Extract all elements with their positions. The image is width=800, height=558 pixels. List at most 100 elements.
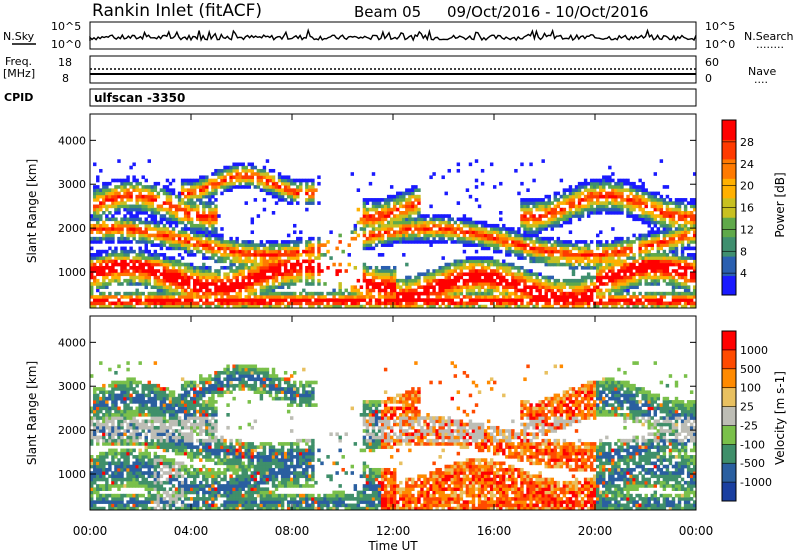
heatmap-cell bbox=[514, 295, 518, 299]
heatmap-cell bbox=[559, 249, 564, 254]
heatmap-cell bbox=[589, 278, 594, 283]
heatmap-cell bbox=[126, 253, 130, 257]
heatmap-cell bbox=[196, 301, 200, 306]
heatmap-cell bbox=[138, 181, 142, 186]
heatmap-cell bbox=[583, 181, 588, 186]
heatmap-cell bbox=[692, 301, 697, 306]
heatmap-cell bbox=[102, 272, 106, 277]
heatmap-cell bbox=[362, 295, 367, 299]
heatmap-cell bbox=[662, 185, 667, 189]
heatmap-cell bbox=[253, 165, 258, 170]
heatmap-cell bbox=[617, 291, 621, 296]
heatmap-cell bbox=[229, 185, 233, 189]
heatmap-cell bbox=[299, 230, 303, 235]
heatmap-cell bbox=[235, 175, 239, 180]
heatmap-cell bbox=[274, 278, 279, 283]
heatmap-cell bbox=[377, 298, 382, 302]
heatmap-cell bbox=[477, 278, 482, 283]
heatmap-cell bbox=[459, 272, 464, 277]
heatmap-cell bbox=[223, 272, 227, 277]
heatmap-cell bbox=[656, 198, 661, 202]
heatmap-cell bbox=[223, 259, 227, 264]
heatmap-cell bbox=[193, 185, 197, 189]
heatmap-cell bbox=[650, 298, 654, 302]
heatmap-cell bbox=[520, 217, 524, 222]
heatmap-cell bbox=[556, 243, 561, 247]
heatmap-cell bbox=[132, 256, 136, 260]
heatmap-cell bbox=[362, 230, 367, 235]
heatmap-cell bbox=[174, 275, 179, 280]
heatmap-cell bbox=[144, 204, 148, 209]
heatmap-cell bbox=[135, 194, 139, 199]
heatmap-cell bbox=[420, 240, 424, 244]
heatmap-cell bbox=[674, 272, 679, 277]
heatmap-cell bbox=[635, 285, 639, 289]
heatmap-cell bbox=[126, 262, 130, 267]
colorbar-tick-label: 8 bbox=[740, 245, 747, 258]
heatmap-cell bbox=[147, 220, 151, 225]
heatmap-cell bbox=[677, 211, 682, 215]
heatmap-cell bbox=[117, 253, 121, 257]
heatmap-cell bbox=[217, 301, 221, 306]
heatmap-cell bbox=[496, 295, 500, 299]
heatmap-cell bbox=[232, 168, 236, 173]
heatmap-cell bbox=[93, 278, 97, 283]
heatmap-cell bbox=[377, 285, 382, 289]
heatmap-cell bbox=[205, 230, 209, 235]
heatmap-cell bbox=[562, 282, 567, 286]
heatmap-cell bbox=[662, 262, 667, 267]
heatmap-cell bbox=[126, 233, 130, 238]
heatmap-cell bbox=[120, 253, 124, 257]
heatmap-cell bbox=[156, 227, 161, 231]
heatmap-cell bbox=[147, 223, 151, 228]
heatmap-cell bbox=[447, 301, 451, 306]
heatmap-cell bbox=[229, 253, 233, 257]
heatmap-cell bbox=[432, 220, 436, 225]
heatmap-cell bbox=[423, 291, 427, 296]
heatmap-cell bbox=[577, 207, 582, 212]
heatmap-cell bbox=[286, 272, 291, 277]
nave-dots: .... bbox=[754, 73, 768, 86]
heatmap-cell bbox=[102, 211, 106, 215]
heatmap-cell bbox=[405, 211, 409, 215]
heatmap-cell bbox=[511, 282, 515, 286]
heatmap-cell bbox=[538, 259, 542, 264]
heatmap-cell bbox=[162, 236, 167, 241]
heatmap-cell bbox=[599, 295, 603, 299]
heatmap-cell bbox=[308, 178, 312, 183]
heatmap-cell bbox=[517, 253, 521, 257]
heatmap-cell bbox=[402, 204, 406, 209]
heatmap-cell bbox=[529, 223, 533, 228]
heatmap-cell bbox=[183, 301, 188, 306]
heatmap-cell bbox=[165, 220, 170, 225]
heatmap-cell bbox=[168, 230, 173, 235]
heatmap-cell bbox=[250, 181, 255, 186]
heatmap-cell bbox=[296, 253, 300, 257]
heatmap-cell bbox=[289, 201, 294, 205]
heatmap-cell bbox=[692, 246, 697, 251]
heatmap-cell bbox=[371, 282, 376, 286]
heatmap-cell bbox=[396, 223, 400, 228]
heatmap-cell bbox=[556, 236, 561, 241]
heatmap-cell bbox=[299, 278, 303, 283]
heatmap-cell bbox=[105, 442, 109, 446]
heatmap-cell bbox=[359, 304, 364, 309]
heatmap-cell bbox=[620, 194, 624, 199]
heatmap-cell bbox=[289, 253, 294, 257]
heatmap-cell bbox=[196, 233, 200, 238]
heatmap-cell bbox=[456, 278, 461, 283]
heatmap-cell bbox=[317, 301, 321, 306]
heatmap-cell bbox=[453, 233, 458, 238]
heatmap-cell bbox=[102, 259, 106, 264]
heatmap-cell bbox=[205, 272, 209, 277]
heatmap-cell bbox=[429, 298, 433, 302]
heatmap-cell bbox=[135, 269, 139, 273]
heatmap-cell bbox=[526, 220, 530, 225]
heatmap-cell bbox=[480, 265, 485, 270]
heatmap-cell bbox=[374, 301, 379, 306]
heatmap-cell bbox=[162, 272, 167, 277]
heatmap-cell bbox=[683, 207, 688, 212]
heatmap-cell bbox=[596, 211, 600, 215]
heatmap-cell bbox=[99, 451, 103, 456]
heatmap-cell bbox=[93, 467, 97, 472]
